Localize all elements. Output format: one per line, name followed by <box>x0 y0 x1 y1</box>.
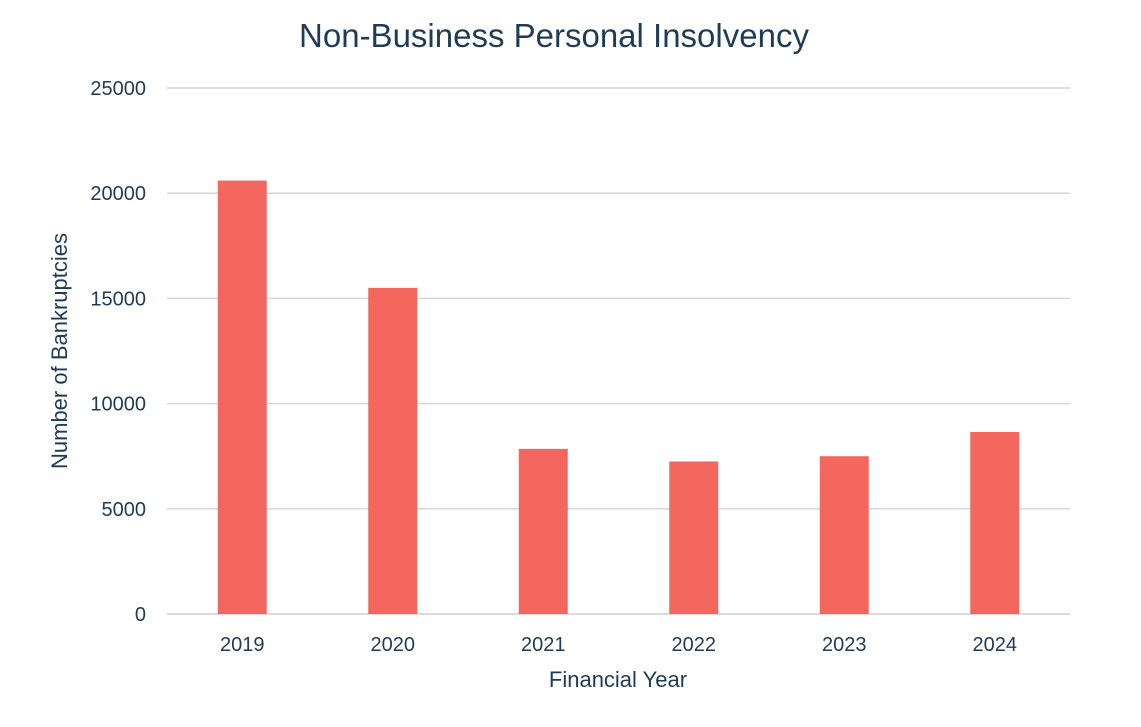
chart-title: Non-Business Personal Insolvency <box>299 17 809 54</box>
x-axis-ticks: 2019 2020 2021 2022 2023 2024 <box>220 634 1017 656</box>
bar-2024 <box>970 432 1020 614</box>
x-tick-label: 2023 <box>822 634 867 656</box>
y-tick-label: 25000 <box>90 78 146 100</box>
x-tick-label: 2022 <box>672 634 717 656</box>
bars <box>217 180 1020 615</box>
y-tick-label: 10000 <box>90 394 146 416</box>
x-tick-label: 2021 <box>521 634 566 656</box>
bar-2019 <box>217 180 267 615</box>
bar-2020 <box>368 287 418 614</box>
y-axis-label: Number of Bankruptcies <box>47 233 72 469</box>
bar-2021 <box>518 448 568 614</box>
bar-2022 <box>669 461 719 614</box>
y-axis-ticks: 0 5000 10000 15000 20000 25000 <box>90 78 146 626</box>
x-tick-label: 2019 <box>220 634 265 656</box>
x-tick-label: 2024 <box>973 634 1018 656</box>
gridlines <box>167 87 1070 615</box>
bar-2023 <box>819 456 869 614</box>
x-axis-label: Financial Year <box>549 667 687 692</box>
y-tick-label: 5000 <box>102 499 147 521</box>
y-tick-label: 20000 <box>90 183 146 205</box>
y-tick-label: 15000 <box>90 288 146 310</box>
x-tick-label: 2020 <box>371 634 416 656</box>
y-tick-label: 0 <box>135 604 146 626</box>
